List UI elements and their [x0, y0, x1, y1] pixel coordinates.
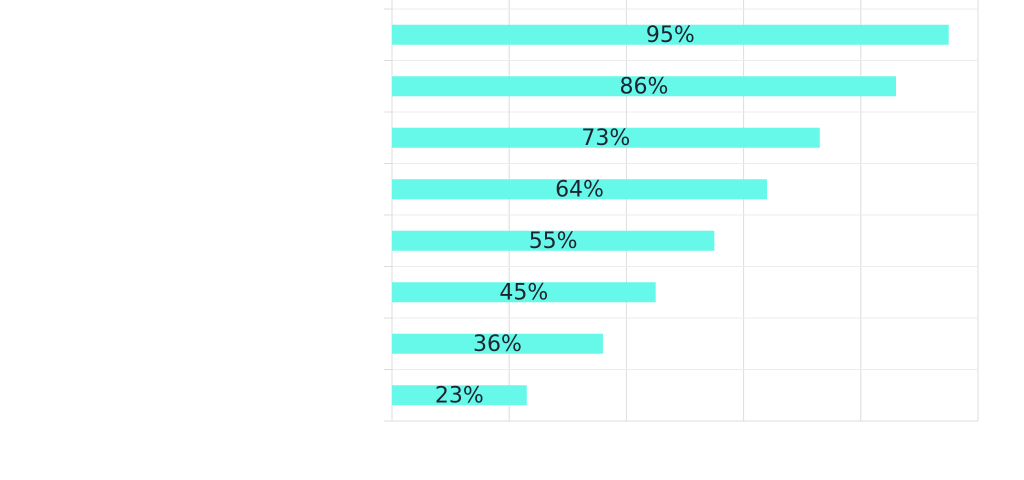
value-label: 23%: [435, 383, 484, 408]
value-label: 64%: [555, 177, 604, 202]
value-label: 45%: [499, 280, 548, 305]
value-label: 73%: [581, 126, 630, 151]
bar: [392, 127, 820, 148]
bar: [392, 333, 603, 354]
value-label: 55%: [529, 229, 578, 254]
value-label: 95%: [646, 23, 695, 48]
bar: [392, 282, 656, 303]
value-label: 36%: [473, 332, 522, 357]
bar: [392, 230, 715, 251]
bar: [392, 385, 527, 406]
bar: [392, 24, 949, 45]
bar: [392, 76, 896, 97]
bar: [392, 179, 768, 200]
value-label: 86%: [620, 74, 669, 99]
